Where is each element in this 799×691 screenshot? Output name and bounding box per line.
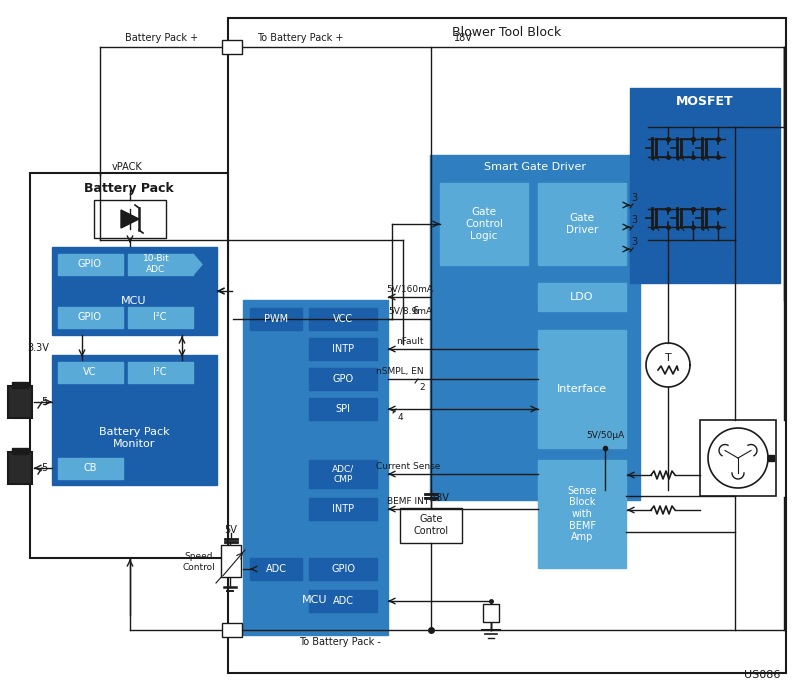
Bar bbox=[222, 623, 242, 637]
Text: PWM: PWM bbox=[264, 314, 288, 324]
Bar bbox=[538, 330, 626, 448]
Bar bbox=[630, 88, 780, 283]
Bar bbox=[440, 183, 528, 265]
Text: 4: 4 bbox=[397, 413, 403, 422]
Bar bbox=[538, 183, 626, 265]
Text: 18V: 18V bbox=[431, 493, 449, 503]
Text: Battery Pack +: Battery Pack + bbox=[125, 33, 199, 43]
Bar bbox=[128, 307, 193, 328]
Text: CB: CB bbox=[83, 463, 97, 473]
Text: 5: 5 bbox=[41, 463, 47, 473]
Text: Gate
Control: Gate Control bbox=[413, 514, 448, 536]
Bar bbox=[52, 247, 217, 335]
Bar bbox=[128, 254, 193, 275]
Text: nSMPL, EN: nSMPL, EN bbox=[376, 366, 423, 375]
Text: MCU: MCU bbox=[302, 595, 328, 605]
Bar bbox=[250, 308, 302, 330]
Bar bbox=[58, 307, 123, 328]
Bar bbox=[538, 460, 626, 568]
Text: Gate
Control
Logic: Gate Control Logic bbox=[465, 207, 503, 240]
Text: SPI: SPI bbox=[336, 404, 351, 414]
Text: GPIO: GPIO bbox=[78, 312, 102, 322]
Text: GPO: GPO bbox=[332, 374, 354, 384]
Bar bbox=[309, 460, 377, 488]
Bar bbox=[128, 362, 193, 383]
Text: 3: 3 bbox=[631, 237, 637, 247]
Text: Smart Gate Driver: Smart Gate Driver bbox=[484, 162, 586, 172]
Text: Sense
Block
with
BEMF
Amp: Sense Block with BEMF Amp bbox=[567, 486, 597, 542]
Bar bbox=[483, 604, 499, 622]
Text: 5V/160mA: 5V/160mA bbox=[387, 285, 434, 294]
Text: I²C: I²C bbox=[153, 367, 167, 377]
Text: ADC: ADC bbox=[265, 564, 287, 574]
Bar bbox=[400, 508, 462, 543]
Polygon shape bbox=[121, 210, 139, 228]
Text: 5V/8.9mA: 5V/8.9mA bbox=[388, 307, 432, 316]
Bar bbox=[538, 283, 626, 311]
Text: Interface: Interface bbox=[557, 384, 607, 394]
Text: 6: 6 bbox=[412, 306, 418, 316]
Bar bbox=[309, 338, 377, 360]
Text: 3: 3 bbox=[631, 193, 637, 203]
Bar bbox=[309, 558, 377, 580]
Text: To Battery Pack +: To Battery Pack + bbox=[256, 33, 344, 43]
Text: VC: VC bbox=[83, 367, 97, 377]
Bar bbox=[8, 386, 32, 418]
Text: 3.3V: 3.3V bbox=[27, 343, 49, 353]
Text: 18V: 18V bbox=[454, 33, 472, 43]
Text: Battery Pack
Monitor: Battery Pack Monitor bbox=[99, 427, 169, 448]
Text: 5V: 5V bbox=[225, 525, 237, 535]
Bar bbox=[309, 498, 377, 520]
Text: Blower Tool Block: Blower Tool Block bbox=[452, 26, 562, 39]
Bar bbox=[309, 308, 377, 330]
Text: MOSFET: MOSFET bbox=[676, 95, 733, 108]
Bar bbox=[30, 173, 228, 558]
Bar bbox=[58, 254, 123, 275]
Bar bbox=[94, 200, 166, 238]
Bar bbox=[250, 558, 302, 580]
Text: Speed
Control: Speed Control bbox=[183, 552, 216, 571]
Bar bbox=[309, 398, 377, 420]
Text: nFault: nFault bbox=[396, 337, 423, 346]
Text: BEMF INT: BEMF INT bbox=[387, 497, 429, 506]
Bar bbox=[12, 382, 28, 388]
Text: INTP: INTP bbox=[332, 504, 354, 514]
Bar bbox=[12, 448, 28, 454]
Text: Battery Pack: Battery Pack bbox=[84, 182, 174, 194]
Bar bbox=[228, 18, 786, 673]
Bar bbox=[309, 368, 377, 390]
Text: INTP: INTP bbox=[332, 344, 354, 354]
Text: US086: US086 bbox=[744, 670, 780, 680]
Bar bbox=[58, 458, 123, 479]
Text: MCU: MCU bbox=[121, 296, 147, 306]
Text: ADC: ADC bbox=[332, 596, 353, 606]
Bar bbox=[243, 300, 388, 635]
Text: 5V/50μA: 5V/50μA bbox=[586, 430, 624, 439]
Text: LDO: LDO bbox=[570, 292, 594, 302]
Text: vPACK: vPACK bbox=[112, 162, 143, 172]
Text: GPIO: GPIO bbox=[78, 259, 102, 269]
Bar bbox=[221, 545, 241, 577]
Text: 2: 2 bbox=[419, 383, 425, 392]
Bar bbox=[8, 452, 32, 484]
Bar bbox=[700, 420, 776, 496]
Bar bbox=[222, 40, 242, 54]
Text: GPIO: GPIO bbox=[331, 564, 355, 574]
Text: 10-Bit
ADC: 10-Bit ADC bbox=[143, 254, 169, 274]
Bar bbox=[309, 590, 377, 612]
Polygon shape bbox=[193, 254, 202, 275]
Text: Current Sense: Current Sense bbox=[376, 462, 440, 471]
Text: 5: 5 bbox=[41, 397, 47, 407]
Bar bbox=[430, 155, 640, 500]
Text: Gate
Driver: Gate Driver bbox=[566, 214, 598, 235]
Text: 3: 3 bbox=[631, 215, 637, 225]
Text: To Battery Pack -: To Battery Pack - bbox=[299, 637, 381, 647]
Bar bbox=[52, 355, 217, 485]
Text: ADC/
CMP: ADC/ CMP bbox=[332, 464, 354, 484]
Text: I²C: I²C bbox=[153, 312, 167, 322]
Text: VCC: VCC bbox=[333, 314, 353, 324]
Text: T: T bbox=[665, 353, 671, 363]
Bar bbox=[58, 362, 123, 383]
